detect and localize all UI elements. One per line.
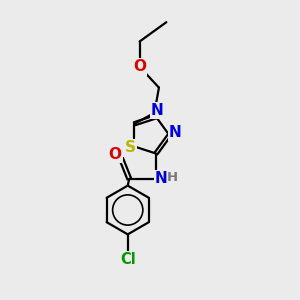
Text: O: O [133, 59, 146, 74]
Text: Cl: Cl [120, 252, 136, 267]
Text: N: N [155, 171, 168, 186]
Text: O: O [109, 147, 122, 162]
Text: N: N [169, 125, 182, 140]
Text: H: H [167, 171, 178, 184]
Text: S: S [124, 140, 135, 155]
Text: N: N [151, 103, 164, 118]
